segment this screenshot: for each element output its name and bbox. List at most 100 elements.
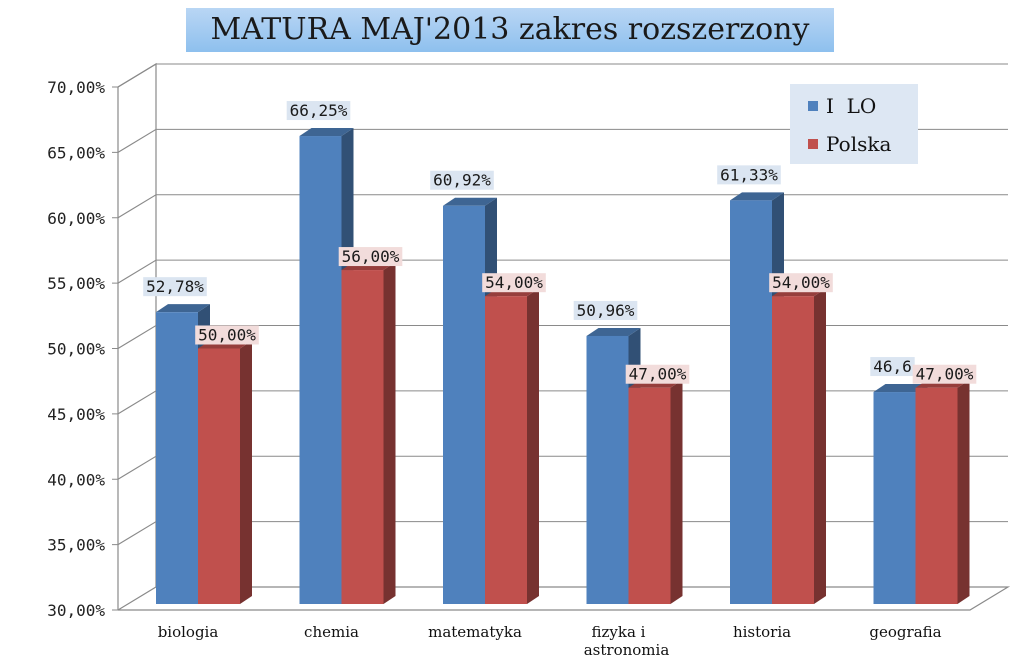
- data-label-series-1: 50,96%: [573, 300, 638, 320]
- gridline: [117, 259, 1008, 284]
- bar-front: [443, 205, 485, 604]
- bar-front: [730, 200, 772, 605]
- bar-series-2: [485, 288, 539, 604]
- data-label-series-2: 47,00%: [625, 364, 690, 384]
- data-label-bg: [870, 357, 915, 377]
- bar-side: [670, 379, 683, 604]
- y-tick-label: 35,00%: [47, 536, 105, 555]
- bar-series-2: [628, 379, 683, 604]
- gridline: [117, 63, 1008, 88]
- bar-front: [299, 136, 342, 604]
- data-label-series-1: 60,92%: [430, 170, 494, 190]
- bar-series-2: [198, 340, 252, 604]
- plot-floor: [117, 586, 1011, 611]
- data-label-bg: [143, 277, 207, 297]
- data-label-bg: [912, 364, 977, 384]
- gridline: [117, 128, 1008, 153]
- chart-title-background: [186, 8, 834, 52]
- gridline: [117, 194, 1008, 219]
- x-category-label: chemia: [304, 623, 359, 641]
- data-label-text: 54,00%: [772, 273, 830, 292]
- data-label-series-1: 46,6: [870, 357, 915, 377]
- data-label-bg: [195, 325, 259, 345]
- legend-label-series-1: I LO: [826, 94, 877, 118]
- data-label-text: 52,78%: [146, 277, 204, 296]
- legend-item-series-2: Polska: [808, 132, 891, 156]
- data-label-bg: [625, 364, 690, 384]
- data-label-text: 47,00%: [629, 365, 687, 384]
- data-label-series-1: 52,78%: [143, 277, 207, 297]
- x-category-label: matematyka: [428, 623, 522, 641]
- data-label-series-2: 56,00%: [338, 247, 403, 267]
- x-category-label: biologia: [158, 623, 219, 641]
- data-label-series-2: 54,00%: [769, 273, 833, 293]
- data-label-text: 61,33%: [720, 165, 778, 184]
- bar-front: [156, 312, 198, 604]
- data-label-bg: [430, 170, 494, 190]
- data-label-text: 50,96%: [577, 301, 635, 320]
- data-label-text: 66,25%: [290, 101, 348, 120]
- y-tick-label: 60,00%: [47, 209, 105, 228]
- data-label-series-2: 50,00%: [195, 325, 259, 345]
- data-label-text: 47,00%: [916, 365, 974, 384]
- y-tick-label: 55,00%: [47, 274, 105, 293]
- y-tick-label: 65,00%: [47, 143, 105, 162]
- bar-top: [873, 384, 928, 393]
- bar-top: [443, 197, 497, 206]
- data-labels: 52,78% 50,00% 66,25% 56,00% 60,92% 54,00% 50,9…: [143, 101, 977, 384]
- bar-top: [730, 192, 784, 201]
- data-label-bg: [769, 273, 833, 293]
- x-category-label: fizyka i astronomia: [584, 623, 670, 659]
- y-tick-label: 70,00%: [47, 78, 105, 97]
- bar-front: [485, 296, 527, 604]
- bar-top: [586, 327, 641, 336]
- data-label-bg: [573, 300, 638, 320]
- bar-side: [383, 262, 396, 604]
- data-label-bg: [286, 101, 351, 121]
- bar-front: [915, 387, 958, 604]
- bars: [156, 128, 970, 605]
- bar-series-2: [341, 262, 396, 604]
- bar-front: [873, 392, 916, 604]
- x-axis-labels: biologia chemia matematyka fizyka i astronom…: [158, 623, 942, 659]
- y-tick-label: 30,00%: [47, 601, 105, 620]
- data-label-series-1: 66,25%: [286, 101, 351, 121]
- data-label-series-2: 47,00%: [912, 364, 977, 384]
- bar-series-2: [772, 288, 826, 604]
- x-category-label: geografia: [869, 623, 941, 641]
- bar-side: [527, 288, 539, 604]
- bar-front: [198, 348, 240, 604]
- y-tick-label: 50,00%: [47, 340, 105, 359]
- data-label-bg: [482, 273, 546, 293]
- legend-swatch-series-2: [808, 139, 818, 149]
- data-label-text: 54,00%: [485, 273, 543, 292]
- bar-front: [341, 270, 384, 604]
- chart-title: MATURA MAJ'2013 zakres rozszerzony: [210, 12, 810, 47]
- y-axis-ticks: 30,00% 35,00% 40,00% 45,00% 50,00% 55,00% 60,0…: [47, 78, 118, 620]
- legend-item-series-1: I LO: [808, 94, 876, 118]
- data-label-bg: [338, 247, 403, 267]
- bar-side: [240, 340, 252, 604]
- data-label-text: 50,00%: [198, 326, 256, 345]
- bar-side: [814, 288, 826, 604]
- data-label-bg: [717, 165, 781, 185]
- legend-swatch-series-1: [808, 101, 818, 111]
- data-label-text: 46,6: [873, 357, 912, 376]
- legend-label-series-2: Polska: [826, 132, 892, 156]
- bar-series-2: [915, 379, 970, 604]
- data-label-series-1: 61,33%: [717, 165, 781, 185]
- bar-front: [772, 296, 814, 604]
- bar-front: [586, 335, 629, 604]
- bar-side: [957, 379, 970, 604]
- bar-front: [628, 387, 671, 604]
- data-label-series-2: 54,00%: [482, 273, 546, 293]
- data-label-text: 56,00%: [342, 247, 400, 266]
- legend: I LO Polska: [790, 84, 918, 164]
- data-label-text: 60,92%: [433, 171, 491, 190]
- bar-top: [299, 128, 354, 137]
- y-tick-label: 40,00%: [47, 470, 105, 489]
- bar-top: [156, 304, 210, 313]
- y-tick-label: 45,00%: [47, 405, 105, 424]
- x-category-label: historia: [733, 623, 791, 641]
